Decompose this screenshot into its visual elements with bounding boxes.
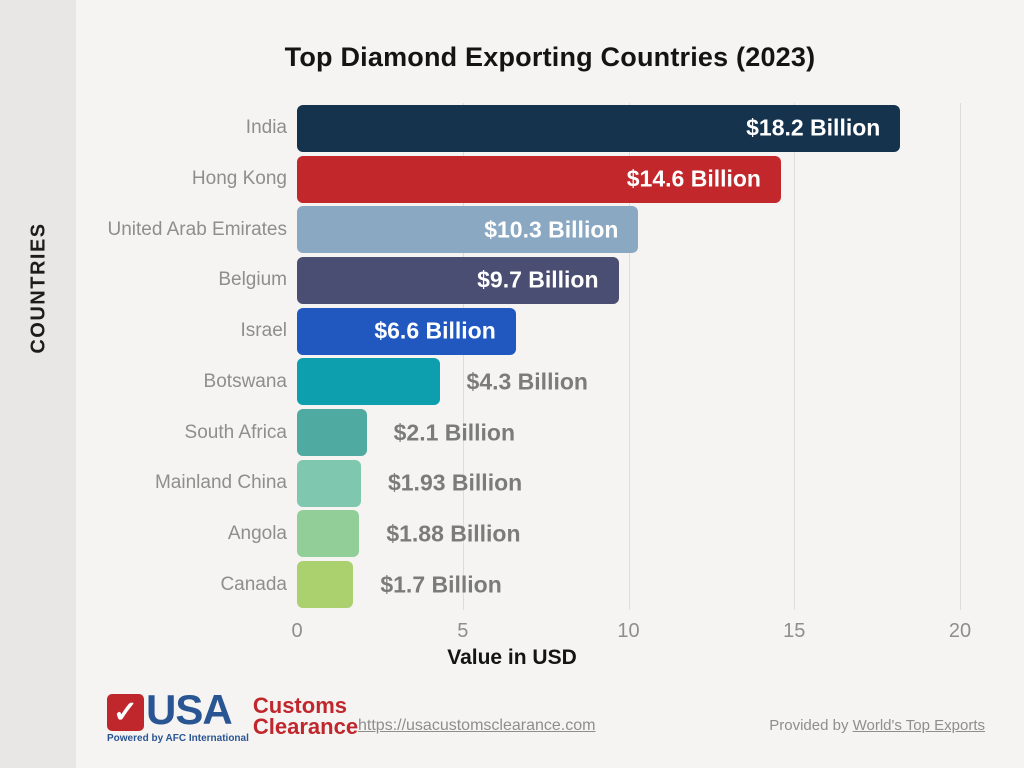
- logo-powered-text: Powered by AFC International: [107, 733, 249, 744]
- gridline: [794, 103, 796, 610]
- x-tick-label: 5: [457, 620, 469, 642]
- country-label: Belgium: [218, 269, 287, 291]
- chart-row: United Arab Emirates $10.3 Billion: [0, 204, 1024, 255]
- bar-track: $4.3 Billion: [297, 358, 1024, 406]
- logo-clearance-text: Clearance: [252, 714, 359, 739]
- country-label: Israel: [240, 320, 287, 342]
- bar-track: $14.6 Billion: [297, 155, 1024, 203]
- gridline: [628, 103, 630, 610]
- bar-value-label: $6.6 Billion: [374, 317, 496, 344]
- bar: [297, 459, 361, 507]
- bar-value-label: $4.3 Billion: [466, 368, 588, 395]
- country-label: India: [245, 117, 287, 139]
- bar-chart: India $18.2 Billion Hong Kong $14.6 Billion…: [0, 103, 1024, 642]
- chart-row: Hong Kong $14.6 Billion: [0, 154, 1024, 205]
- bar-track: $1.7 Billion: [297, 561, 1024, 609]
- bar: [297, 155, 781, 203]
- bar: [297, 510, 360, 558]
- bar-track: $9.7 Billion: [297, 256, 1024, 304]
- bar-value-label: $18.2 Billion: [746, 114, 881, 141]
- bar-value-label: $1.93 Billion: [387, 469, 523, 496]
- x-tick-label: 20: [948, 620, 972, 642]
- bar-value-label: $9.7 Billion: [477, 266, 599, 293]
- chart-row: Canada $1.7 Billion: [0, 559, 1024, 610]
- country-label: Canada: [220, 573, 287, 595]
- chart-row: Angola $1.88 Billion: [0, 509, 1024, 560]
- footer: ✓ USA Powered by AFC International Custo…: [0, 686, 1024, 760]
- bar-track: $1.93 Billion: [297, 459, 1024, 507]
- x-tick-label: 15: [783, 620, 806, 642]
- y-axis-strip: COUNTRIES: [0, 0, 76, 768]
- country-label: Angola: [227, 522, 287, 544]
- bar-value-label: $14.6 Billion: [626, 165, 761, 192]
- bar-value-label: $10.3 Billion: [484, 216, 619, 243]
- bar-track: $1.88 Billion: [297, 510, 1024, 558]
- x-tick-label: 10: [617, 620, 640, 642]
- bar: [297, 409, 367, 457]
- bar-value-label: $1.7 Billion: [380, 571, 502, 598]
- bar: [297, 256, 619, 304]
- logo-customs-text: Customs: [252, 693, 347, 718]
- bar: [297, 561, 354, 609]
- x-tick-label: 0: [291, 620, 303, 642]
- country-label: United Arab Emirates: [107, 218, 287, 240]
- bar-track: $18.2 Billion: [297, 104, 1024, 152]
- chart-row: Botswana $4.3 Billion: [0, 357, 1024, 408]
- chart-row: Belgium $9.7 Billion: [0, 255, 1024, 306]
- website-link[interactable]: https://usacustomsclearance.com: [358, 717, 596, 734]
- country-label: South Africa: [184, 421, 287, 443]
- bar: [297, 206, 639, 254]
- chart-row: Mainland China $1.93 Billion: [0, 458, 1024, 509]
- country-label: Hong Kong: [191, 168, 287, 190]
- provided-by-text: Provided by: [769, 717, 853, 734]
- bar-track: $10.3 Billion: [297, 206, 1024, 254]
- worlds-top-exports-link[interactable]: World's Top Exports: [852, 717, 985, 734]
- chart-row: Israel $6.6 Billion: [0, 306, 1024, 357]
- checkmark-icon: ✓: [107, 694, 144, 731]
- bar-track: $6.6 Billion: [297, 307, 1024, 355]
- gridline: [462, 103, 464, 610]
- bar-value-label: $1.88 Billion: [386, 520, 521, 547]
- bar-value-label: $2.1 Billion: [393, 419, 516, 446]
- chart-row: South Africa $2.1 Billion: [0, 407, 1024, 458]
- country-label: Mainland China: [154, 472, 287, 494]
- country-label: Botswana: [203, 370, 287, 392]
- attribution: Provided by World's Top Exports: [769, 717, 985, 734]
- bar: [297, 358, 440, 406]
- logo-usa-text: USA: [146, 686, 233, 733]
- gridline: [960, 103, 961, 610]
- bar: [297, 307, 516, 355]
- usa-customs-clearance-logo: ✓ USA Powered by AFC International Custo…: [107, 686, 359, 744]
- x-axis-title: Value in USD: [447, 646, 577, 669]
- chart-title: Top Diamond Exporting Countries (2023): [284, 42, 816, 72]
- bar: [297, 104, 901, 152]
- chart-row: India $18.2 Billion: [0, 103, 1024, 154]
- bar-track: $2.1 Billion: [297, 409, 1024, 457]
